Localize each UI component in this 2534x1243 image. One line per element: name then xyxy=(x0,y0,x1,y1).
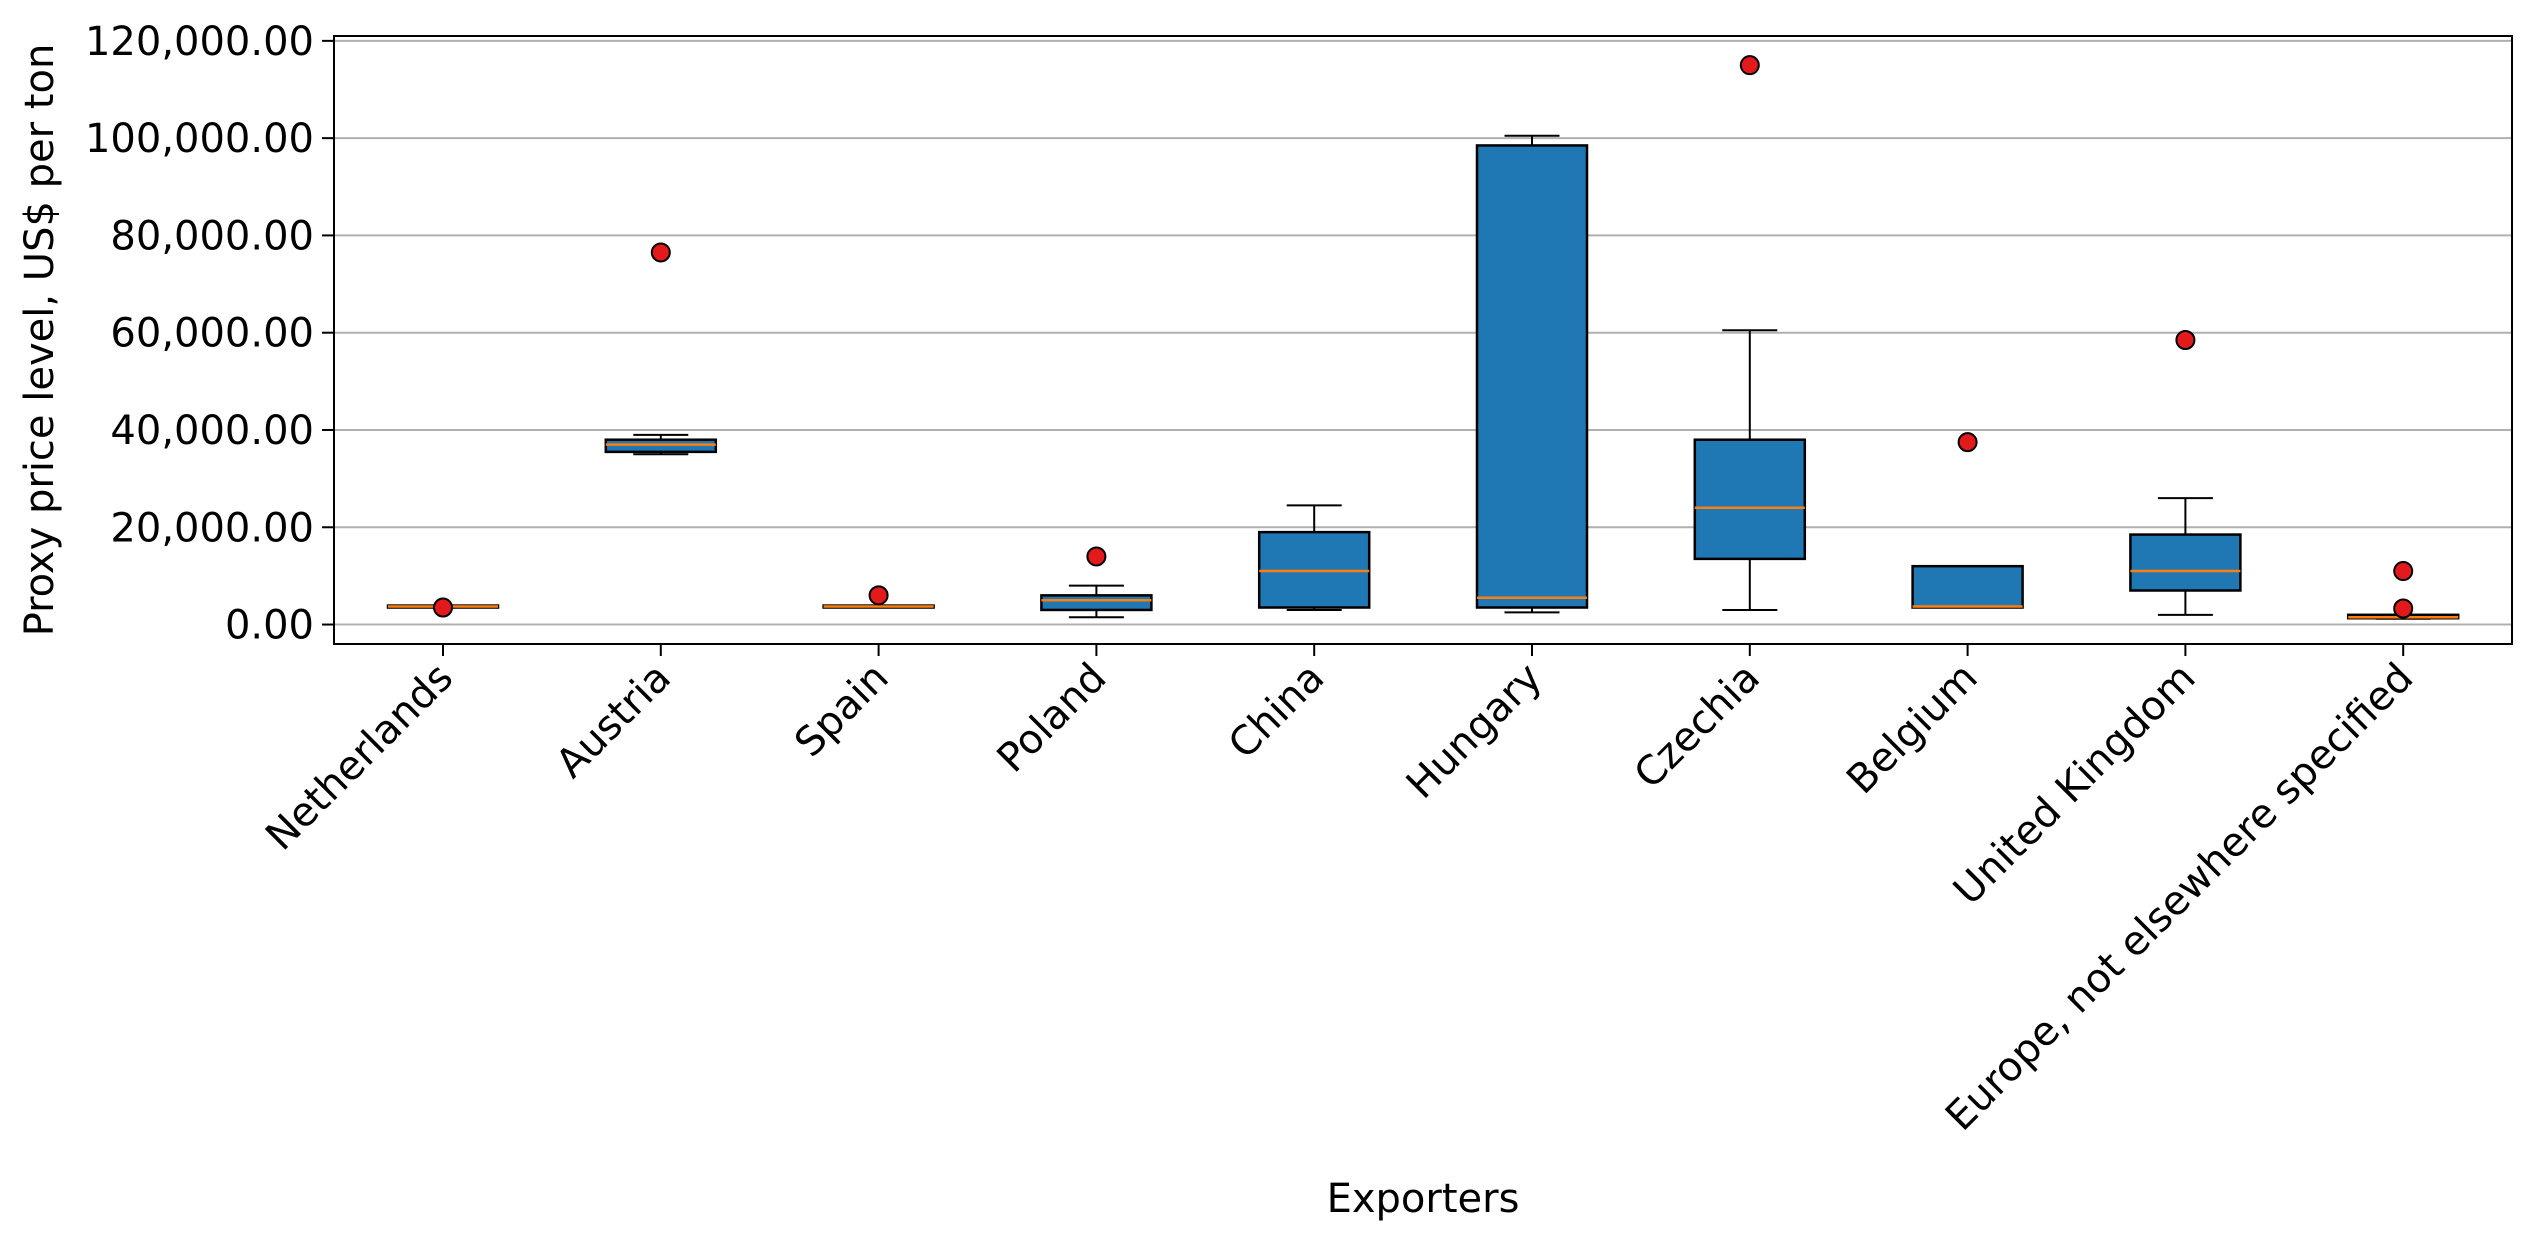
x-tick-label: Europe, not elsewhere specified xyxy=(1937,655,2422,1140)
box-united-kingdom xyxy=(2129,330,2242,616)
outlier-point xyxy=(1086,546,1107,567)
box-netherlands xyxy=(386,597,500,618)
box-europe-not-elsewhere-specified xyxy=(2346,561,2460,620)
outlier-point xyxy=(433,597,453,618)
outlier-point xyxy=(2393,561,2414,582)
y-axis-ticks: 0.00 20,000.00 40,000.00 60,000.00 80,000.00… xyxy=(85,19,334,649)
x-tick-label: Austria xyxy=(547,655,679,787)
x-tick-label: United Kingdom xyxy=(1945,655,2205,915)
box-rect xyxy=(1475,144,1589,609)
x-axis-ticks: Netherlands Austria Spain Poland China Hungar… xyxy=(257,644,2422,1140)
x-tick-label: Hungary xyxy=(1398,655,1551,808)
outlier-point xyxy=(2393,598,2414,619)
x-tick-label: Czechia xyxy=(1626,655,1769,798)
x-tick-label: China xyxy=(1220,655,1333,768)
y-axis-label: Proxy price level, US$ per ton xyxy=(17,44,63,637)
y-tick-label: 100,000.00 xyxy=(85,116,314,162)
box-rect xyxy=(2129,533,2242,592)
outlier-point xyxy=(650,242,671,263)
y-grid-lines xyxy=(334,39,2512,626)
box-poland xyxy=(1040,546,1153,619)
outlier-point xyxy=(1957,432,1978,453)
x-tick-label: Belgium xyxy=(1838,655,1986,803)
outlier-point xyxy=(2175,330,2196,350)
y-tick-label: 60,000.00 xyxy=(110,311,314,357)
x-tick-label: Netherlands xyxy=(257,655,462,860)
y-tick-label: 20,000.00 xyxy=(110,505,314,551)
outlier-point xyxy=(868,585,889,606)
box-rect xyxy=(1693,438,1807,561)
box-hungary xyxy=(1475,134,1589,614)
outlier-point xyxy=(1739,55,1760,76)
box-series xyxy=(386,55,2460,620)
box-rect xyxy=(1911,564,2024,609)
y-tick-label: 0.00 xyxy=(225,603,314,649)
box-spain xyxy=(822,585,935,609)
box-rect xyxy=(1040,594,1153,612)
y-tick-label: 80,000.00 xyxy=(110,213,314,259)
box-belgium xyxy=(1911,432,2024,609)
plot-frame xyxy=(333,35,2513,645)
box-czechia xyxy=(1693,55,1807,611)
box-austria xyxy=(604,242,718,456)
x-tick-label: Poland xyxy=(989,655,1116,782)
y-tick-label: 120,000.00 xyxy=(85,19,314,65)
x-axis-label: Exporters xyxy=(1327,1176,1520,1222)
y-tick-label: 40,000.00 xyxy=(110,408,314,454)
x-tick-label: Spain xyxy=(786,655,898,767)
box-china xyxy=(1257,504,1371,611)
